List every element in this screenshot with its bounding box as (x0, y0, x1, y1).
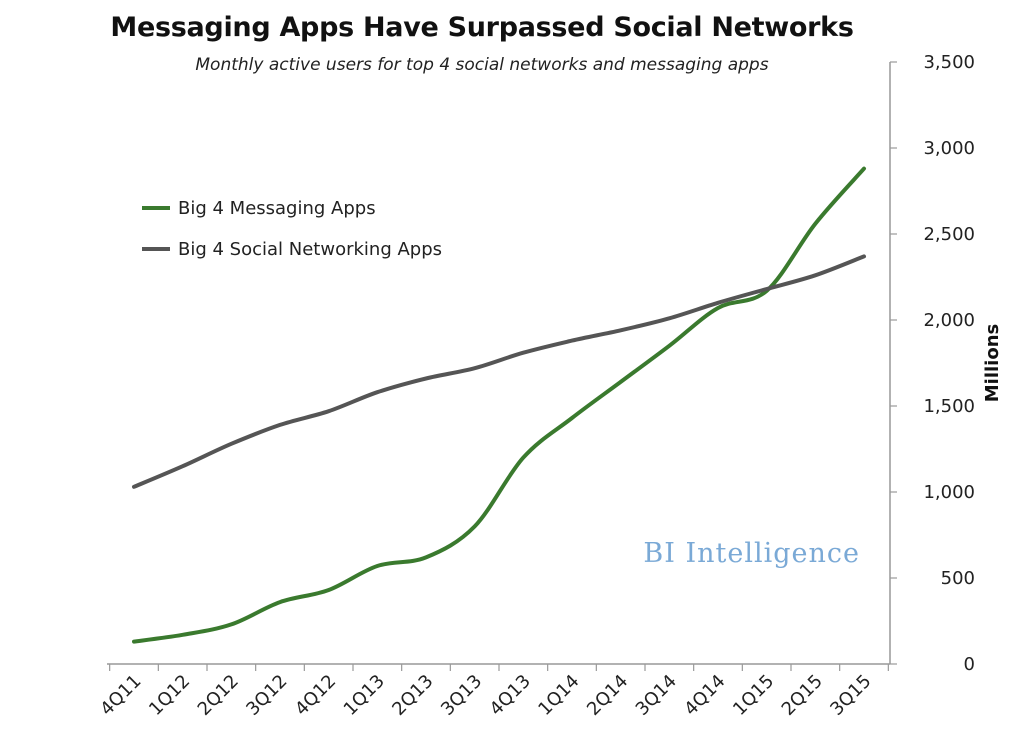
y-tick-label: 2,500 (923, 224, 975, 245)
x-tick-label: 3Q15 (826, 671, 875, 720)
y-tick-label: 2,000 (923, 310, 975, 331)
y-tick-label: 0 (964, 654, 975, 675)
x-tick-label: 4Q12 (291, 671, 340, 720)
legend-item-social: Big 4 Social Networking Apps (178, 239, 442, 260)
bi-intelligence-watermark: BI Intelligence (643, 538, 860, 569)
y-tick-label: 1,500 (923, 396, 975, 417)
y-tick-label: 3,000 (923, 138, 975, 159)
x-tick-label: 2Q15 (778, 671, 827, 720)
y-tick-label: 1,000 (923, 482, 975, 503)
x-tick-label: 2Q14 (583, 671, 632, 720)
series-line-social (132, 254, 866, 489)
chart-title: Messaging Apps Have Surpassed Social Net… (110, 12, 854, 43)
x-tick-label: 2Q13 (388, 671, 437, 720)
legend-item-messaging: Big 4 Messaging Apps (178, 198, 376, 219)
series-line-messaging (132, 166, 866, 644)
y-tick-label: 3,500 (923, 52, 975, 73)
x-tick-label: 3Q12 (242, 671, 291, 720)
x-tick-label: 4Q14 (680, 671, 729, 720)
x-tick-label: 1Q15 (729, 671, 778, 720)
x-tick-label: 1Q12 (145, 671, 194, 720)
x-tick-label: 2Q12 (194, 671, 243, 720)
x-tick-label: 4Q11 (96, 671, 145, 720)
x-tick-label: 1Q14 (534, 671, 583, 720)
chart-subtitle: Monthly active users for top 4 social ne… (195, 55, 769, 75)
y-axis-label: Millions (982, 324, 1003, 403)
x-tick-label: 3Q14 (632, 671, 681, 720)
x-tick-label: 4Q13 (486, 671, 535, 720)
x-tick-label: 1Q13 (340, 671, 389, 720)
y-tick-label: 500 (941, 568, 975, 589)
x-tick-label: 3Q13 (437, 671, 486, 720)
